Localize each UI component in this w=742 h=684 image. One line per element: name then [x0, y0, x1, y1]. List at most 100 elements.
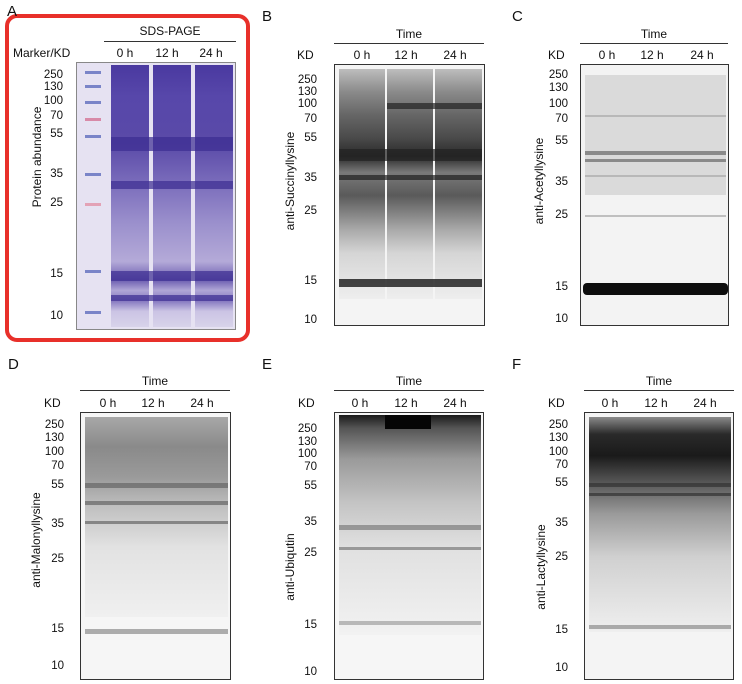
panel-a-marker-label: Marker/KD: [13, 46, 71, 60]
panel-e-mw-label: 55: [304, 480, 317, 492]
panel-a-mw-label: 100: [43, 95, 63, 107]
panel-f-mw-label: 70: [555, 459, 568, 471]
panel-e-letter: E: [262, 356, 273, 373]
panel-f-mw-label: 130: [548, 432, 568, 444]
panel-f-y-label: anti-Lactyllysine: [534, 524, 548, 610]
panel-c-mw-label: 250: [548, 69, 568, 81]
panel-e-mw-label: 100: [297, 448, 317, 460]
panel-b-mw-label: 35: [304, 172, 317, 184]
panel-a-letter: A: [7, 3, 18, 20]
panel-d-mw-label: 15: [51, 623, 64, 635]
panel-a-mw-label: 25: [50, 197, 63, 209]
panel-d-header: Time: [141, 374, 169, 388]
panel-d-kd-label: KD: [44, 396, 61, 410]
panel-d-mw-label: 130: [44, 432, 64, 444]
panel-c-blot-image: [581, 65, 728, 325]
panel-e-mw-label: 130: [297, 436, 317, 448]
panel-b-lane-label: 24 h: [443, 48, 467, 62]
panel-c-header-line: [580, 43, 728, 44]
panel-b-lane-label: 12 h: [394, 48, 418, 62]
panel-b-mw-label: 10: [304, 314, 317, 326]
panel-c-kd-label: KD: [548, 48, 565, 62]
panel-a-mw-label: 35: [50, 168, 63, 180]
panel-f-lane-label: 12 h: [644, 396, 668, 410]
panel-b-mw-label: 55: [304, 132, 317, 144]
panel-d-mw-label: 10: [51, 660, 64, 672]
panel-b-blot-image: [335, 65, 484, 325]
panel-f-mw-label: 35: [555, 517, 568, 529]
panel-a-lane-label: 12 h: [155, 46, 179, 60]
panel-a-mw-label: 130: [43, 81, 63, 93]
panel-d-y-label: anti-Malonyllysine: [29, 492, 43, 588]
panel-f-header-line: [584, 390, 734, 391]
panel-c-lane-label: 0 h: [598, 48, 616, 62]
panel-e-mw-label: 10: [304, 666, 317, 678]
panel-d-mw-label: 25: [51, 553, 64, 565]
panel-e-lane-label: 0 h: [351, 396, 369, 410]
panel-a-mw-label: 250: [43, 69, 63, 81]
panel-e-kd-label: KD: [298, 396, 315, 410]
panel-b-lane-label: 0 h: [353, 48, 371, 62]
panel-a-header-line: [104, 41, 236, 42]
panel-b-kd-label: KD: [297, 48, 314, 62]
panel-e-lane-label: 24 h: [443, 396, 467, 410]
panel-a-mw-label: 10: [50, 310, 63, 322]
panel-e-lane-label: 12 h: [394, 396, 418, 410]
panel-c-mw-label: 25: [555, 209, 568, 221]
panel-f-mw-label: 100: [548, 446, 568, 458]
panel-a-lane-label: 24 h: [199, 46, 223, 60]
panel-b-mw-label: 130: [297, 86, 317, 98]
panel-f-mw-label: 250: [548, 419, 568, 431]
panel-b-header: Time: [395, 27, 423, 41]
panel-e-mw-label: 250: [297, 423, 317, 435]
panel-f-mw-label: 25: [555, 551, 568, 563]
panel-e-header-line: [334, 390, 484, 391]
panel-d-blot: [80, 412, 231, 680]
panel-a-highlight-frame: [5, 14, 250, 342]
panel-b-mw-label: 250: [297, 74, 317, 86]
panel-d-mw-label: 70: [51, 460, 64, 472]
panel-b-blot: [334, 64, 485, 326]
panel-d-blot-image: [81, 413, 230, 679]
panel-c-lane-label: 12 h: [640, 48, 664, 62]
panel-d-lane-label: 0 h: [99, 396, 117, 410]
panel-b-letter: B: [262, 8, 273, 25]
panel-c-mw-label: 100: [548, 98, 568, 110]
panel-b-mw-label: 25: [304, 205, 317, 217]
panel-f-lane-label: 0 h: [601, 396, 619, 410]
panel-d-lane-label: 12 h: [141, 396, 165, 410]
panel-a-gel-image: [77, 63, 235, 329]
panel-b-mw-label: 70: [304, 113, 317, 125]
panel-e-mw-label: 35: [304, 516, 317, 528]
panel-f-blot-image: [585, 413, 733, 679]
panel-c-mw-label: 55: [555, 135, 568, 147]
panel-e-blot: [334, 412, 484, 680]
panel-a-gel: [76, 62, 236, 330]
panel-c-mw-label: 130: [548, 82, 568, 94]
panel-c-letter: C: [512, 8, 523, 25]
panel-e-blot-image: [335, 413, 483, 679]
panel-b-mw-label: 100: [297, 98, 317, 110]
panel-d-lane-label: 24 h: [190, 396, 214, 410]
panel-c-mw-label: 15: [555, 281, 568, 293]
panel-f-mw-label: 10: [555, 662, 568, 674]
panel-a-lane-label: 0 h: [116, 46, 134, 60]
panel-f-lane-label: 24 h: [693, 396, 717, 410]
panel-a-mw-label: 15: [50, 268, 63, 280]
panel-a-mw-label: 70: [50, 110, 63, 122]
panel-f-mw-label: 55: [555, 477, 568, 489]
panel-e-mw-label: 70: [304, 461, 317, 473]
panel-f-blot: [584, 412, 734, 680]
panel-d-header-line: [80, 390, 230, 391]
panel-b-mw-label: 15: [304, 275, 317, 287]
panel-c-lane-label: 24 h: [690, 48, 714, 62]
panel-c-mw-label: 70: [555, 113, 568, 125]
panel-a-header: SDS-PAGE: [139, 24, 201, 38]
panel-c-mw-label: 10: [555, 313, 568, 325]
panel-e-mw-label: 15: [304, 619, 317, 631]
panel-c-header: Time: [640, 27, 668, 41]
panel-c-mw-label: 35: [555, 176, 568, 188]
panel-f-kd-label: KD: [548, 396, 565, 410]
panel-c-blot: [580, 64, 729, 326]
panel-f-header: Time: [645, 374, 673, 388]
